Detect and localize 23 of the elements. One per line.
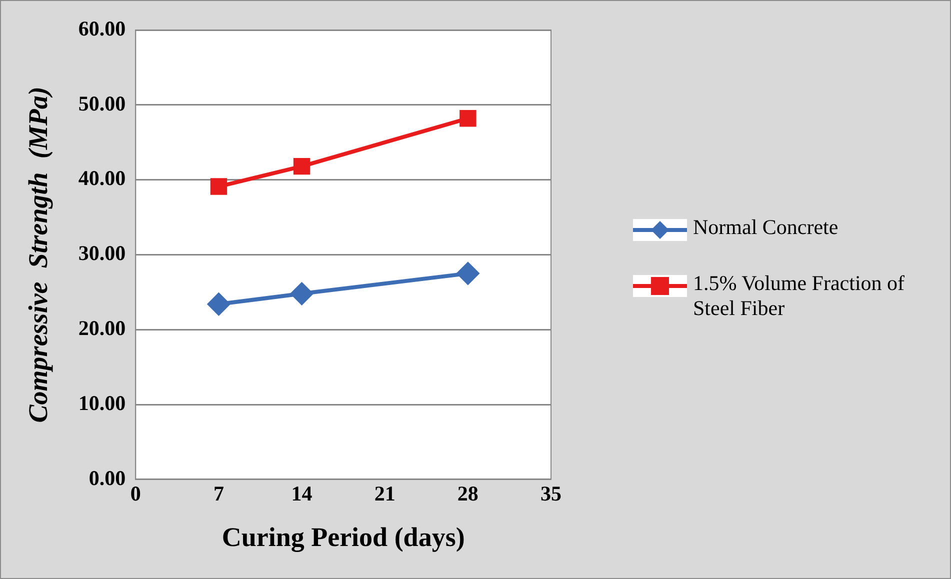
point — [293, 158, 310, 175]
x-tick-label: 28 — [457, 481, 478, 506]
y-tick-label: 10.00 — [78, 390, 126, 415]
x-tick-label: 0 — [130, 481, 141, 506]
point — [290, 282, 313, 305]
y-axis-title: Compressive Strength (MPa) — [23, 86, 54, 423]
x-tick-label: 35 — [540, 481, 562, 506]
x-axis-title: Curing Period (days) — [222, 522, 465, 552]
point — [456, 262, 479, 284]
y-tick-label: 30.00 — [78, 241, 126, 266]
y-tick-label: 50.00 — [78, 91, 126, 116]
y-tick-label: 20.00 — [78, 316, 126, 340]
legend-label: 1.5% Volume Fraction of Steel Fiber — [693, 271, 906, 321]
point — [208, 293, 230, 316]
x-tick-label: 7 — [213, 481, 224, 506]
legend-label: Normal Concrete — [693, 215, 838, 240]
y-tick-label: 60.00 — [78, 16, 126, 40]
x-tick-label: 14 — [291, 481, 313, 506]
y-tick-label: 40.00 — [78, 166, 126, 190]
y-tick-label: 0.00 — [88, 466, 126, 490]
point — [210, 178, 228, 195]
point — [460, 110, 476, 127]
x-tick-label: 21 — [374, 481, 396, 506]
